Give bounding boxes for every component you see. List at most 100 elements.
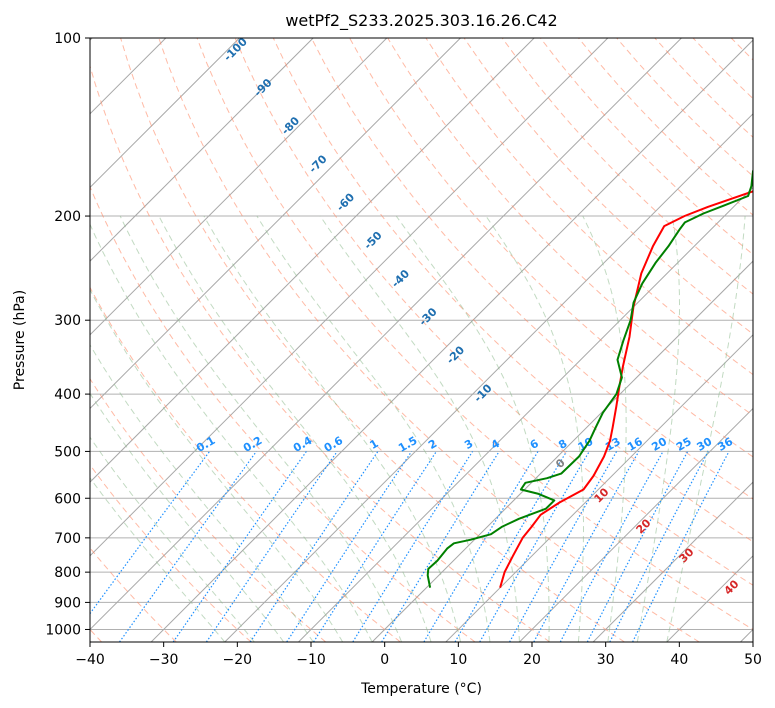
y-axis: 100 200 300 400 500 600 700 800 900 1000 (45, 31, 90, 638)
x-tick-label: −20 (223, 652, 253, 668)
x-tick-label: −10 (296, 652, 326, 668)
isotherm-line (740, 628, 753, 642)
x-tick-label: 40 (670, 652, 688, 668)
moist-adiabat-line (203, 215, 461, 642)
dry-adiabat-line (90, 464, 252, 642)
isotherm-line (224, 113, 753, 642)
dry-adiabat-label: -60 (334, 190, 357, 213)
moist-adiabat-line (256, 215, 491, 642)
mixing-ratio-line (632, 451, 730, 642)
dry-adiabat-line (501, 38, 753, 295)
y-tick-label: 800 (54, 565, 81, 581)
dewpoint-profile-line (426, 168, 753, 588)
isotherm-line (90, 38, 609, 557)
dry-adiabat-line (654, 38, 753, 138)
dry-adiabat-line (540, 38, 753, 256)
isotherm-line (90, 38, 461, 410)
moist-adiabat-line (90, 392, 285, 642)
mixing-ratio-line (286, 451, 413, 642)
mixing-ratio-line (609, 451, 709, 642)
mixing-ratio-line (586, 451, 689, 642)
y-axis-label: Pressure (hPa) (12, 290, 28, 390)
profile-lines (426, 168, 753, 588)
y-tick-label: 600 (54, 491, 81, 507)
moist-adiabat-line (90, 436, 255, 642)
moist-adiabat-label: 10 (592, 485, 612, 505)
dry-adiabat-line (349, 38, 753, 458)
chart-title: wetPf2_S233.2025.303.16.26.C42 (285, 11, 557, 31)
isotherm-line (90, 38, 535, 483)
dry-adiabat-line (310, 38, 753, 500)
mixing-ratio-label: 2 (426, 437, 439, 452)
dry-adiabat-line (769, 38, 775, 642)
moist-adiabat-line (119, 215, 403, 642)
x-tick-label: 0 (380, 652, 389, 668)
mixing-ratio-line (509, 451, 618, 642)
mixing-ratio-line (312, 451, 437, 642)
x-axis-label: Temperature (°C) (360, 681, 482, 697)
dry-adiabat-line (196, 38, 753, 631)
mixing-ratio-label: 8 (556, 437, 569, 452)
moist-adiabat-line (666, 215, 746, 642)
mixing-ratio-line (249, 451, 379, 642)
isotherm-line (445, 334, 753, 642)
dry-adiabat-line (90, 64, 551, 642)
x-tick-label: −40 (75, 652, 105, 668)
y-tick-label: 400 (54, 387, 81, 403)
x-tick-label: −30 (149, 652, 179, 668)
moist-adiabat-line (90, 477, 226, 642)
y-tick-label: 500 (54, 444, 81, 460)
x-tick-label: 50 (744, 652, 762, 668)
x-axis: −40 −30 −20 −10 0 10 20 30 40 50 (75, 642, 762, 668)
y-tick-label: 200 (54, 209, 81, 225)
mixing-ratio-line (381, 451, 500, 642)
mixing-ratio-label: 6 (528, 437, 541, 452)
dry-adiabat-line (616, 38, 753, 177)
dry-adiabat-line (692, 38, 753, 100)
isotherm-line (90, 38, 314, 262)
y-tick-label: 100 (54, 31, 81, 47)
dry-adiabat-label: -10 (471, 381, 494, 404)
isotherm-line (90, 38, 682, 631)
moist-adiabat-line (90, 288, 344, 642)
mixing-ratio-line (454, 451, 568, 642)
plot-frame (89, 37, 754, 643)
isotherm-line (371, 260, 753, 642)
moist-adiabat-label: 40 (722, 577, 742, 597)
mixing-ratio-line (533, 451, 640, 642)
moist-adiabat-line (582, 215, 627, 642)
x-tick-label: 20 (523, 652, 541, 668)
moist-adiabat-line (90, 343, 314, 642)
mixing-ratio-line (90, 451, 211, 615)
dry-adiabat-label: -40 (389, 267, 412, 290)
temperature-profile-line (499, 190, 753, 588)
y-tick-label: 300 (54, 313, 81, 329)
adiabat-lines (90, 38, 775, 642)
dry-adiabat-line (158, 38, 700, 642)
y-tick-label: 1000 (45, 622, 81, 638)
isotherm-line (150, 39, 753, 642)
isotherm-line (90, 38, 240, 189)
x-tick-label: 30 (597, 652, 615, 668)
moist-adiabat-line (485, 215, 584, 642)
dry-adiabat-line (272, 38, 753, 543)
x-tick-label: 10 (449, 652, 467, 668)
moist-adiabat-line (636, 215, 680, 642)
mixing-ratio-label: 3 (462, 437, 475, 452)
isotherm-line (592, 481, 753, 642)
isotherm-line (90, 38, 388, 336)
dry-adiabat-label: -80 (279, 114, 302, 137)
moist-adiabat-line (158, 215, 432, 642)
dry-adiabat-label: -30 (416, 305, 439, 328)
dry-adiabat-label: -50 (361, 229, 384, 252)
moist-adiabat-line (395, 215, 550, 642)
moist-adiabat-line (319, 215, 520, 642)
mixing-ratio-line (119, 451, 257, 642)
grid-lines (90, 38, 753, 642)
dry-adiabat-label: -20 (444, 343, 467, 366)
mixing-ratio-line (172, 451, 307, 642)
dry-adiabat-line (90, 377, 327, 642)
dry-adiabat-line (463, 38, 753, 335)
y-tick-label: 900 (54, 595, 81, 611)
moist-adiabat-label: 30 (677, 545, 697, 565)
